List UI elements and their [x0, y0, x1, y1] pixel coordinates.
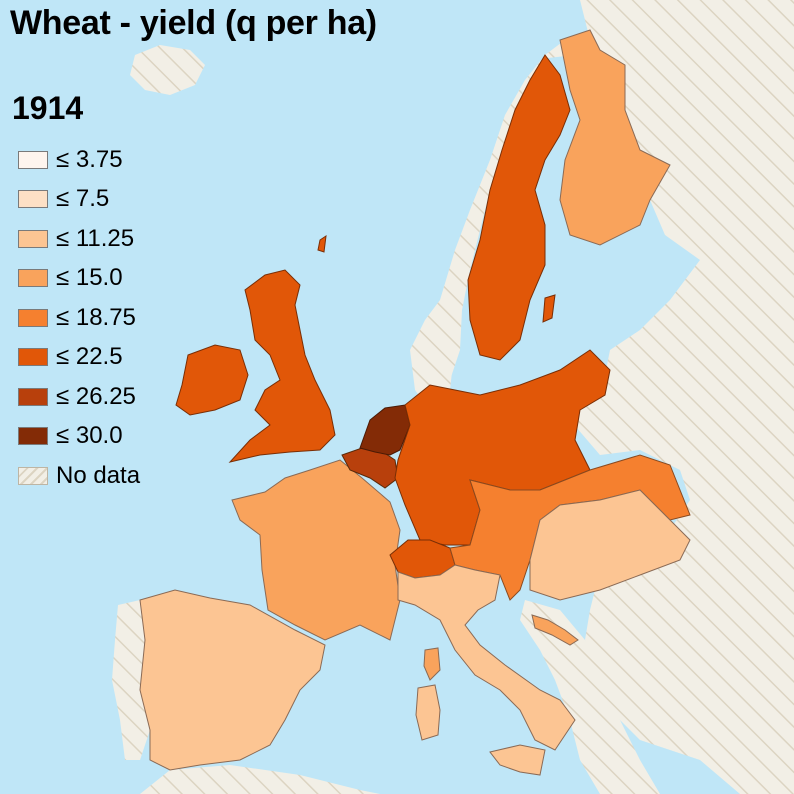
- legend-label: ≤ 7.5: [56, 185, 110, 213]
- legend-label: ≤ 15.0: [56, 264, 123, 292]
- region-finland: [559, 29, 671, 246]
- legend-item: No data: [18, 456, 140, 496]
- legend-item: ≤ 26.25: [18, 377, 140, 417]
- legend-label: ≤ 18.75: [56, 303, 136, 331]
- iceland-no-data: [130, 45, 205, 95]
- region-italy: [397, 564, 576, 751]
- eastern-europe-no-data: [570, 0, 794, 794]
- legend-label: ≤ 22.5: [56, 343, 123, 371]
- legend-item: ≤ 15.0: [18, 259, 140, 299]
- legend-item: ≤ 30.0: [18, 417, 140, 457]
- legend-label: ≤ 3.75: [56, 145, 123, 173]
- legend-label: ≤ 26.25: [56, 382, 136, 410]
- year-label: 1914: [12, 90, 84, 126]
- region-gotland: [542, 294, 556, 323]
- legend-swatch: [18, 387, 48, 406]
- legend-item: ≤ 7.5: [18, 180, 140, 220]
- north-africa-no-data: [140, 765, 380, 794]
- legend-swatch: [18, 150, 48, 169]
- legend-swatch: [18, 190, 48, 209]
- region-hungary: [529, 489, 691, 601]
- region-dalmatia: [531, 614, 579, 646]
- region-sardinia: [415, 684, 441, 741]
- region-spain: [139, 589, 326, 771]
- legend-swatch: [18, 269, 48, 288]
- legend-swatch: [18, 348, 48, 367]
- region-sicily: [489, 744, 546, 776]
- region-shetland: [317, 234, 327, 253]
- region-united-kingdom: [228, 269, 336, 463]
- region-sweden: [467, 54, 571, 361]
- legend: ≤ 3.75 ≤ 7.5 ≤ 11.25 ≤ 15.0 ≤ 18.75 ≤ 22…: [18, 140, 140, 496]
- legend-label: No data: [56, 461, 141, 489]
- legend-item: ≤ 22.5: [18, 338, 140, 378]
- region-ireland: [175, 344, 249, 416]
- legend-item: ≤ 3.75: [18, 140, 140, 180]
- legend-swatch: [18, 308, 48, 327]
- legend-swatch-no-data: [18, 466, 48, 485]
- legend-swatch: [18, 229, 48, 248]
- map-title: Wheat - yield (q per ha): [10, 4, 377, 42]
- norway-no-data: [410, 30, 600, 410]
- region-corsica: [423, 647, 441, 681]
- legend-label: ≤ 11.25: [56, 224, 135, 252]
- legend-item: ≤ 11.25: [18, 219, 140, 259]
- balkans-no-data: [520, 600, 660, 794]
- portugal-no-data: [112, 600, 150, 760]
- legend-label: ≤ 30.0: [56, 422, 123, 450]
- legend-item: ≤ 18.75: [18, 298, 140, 338]
- legend-swatch: [18, 427, 48, 446]
